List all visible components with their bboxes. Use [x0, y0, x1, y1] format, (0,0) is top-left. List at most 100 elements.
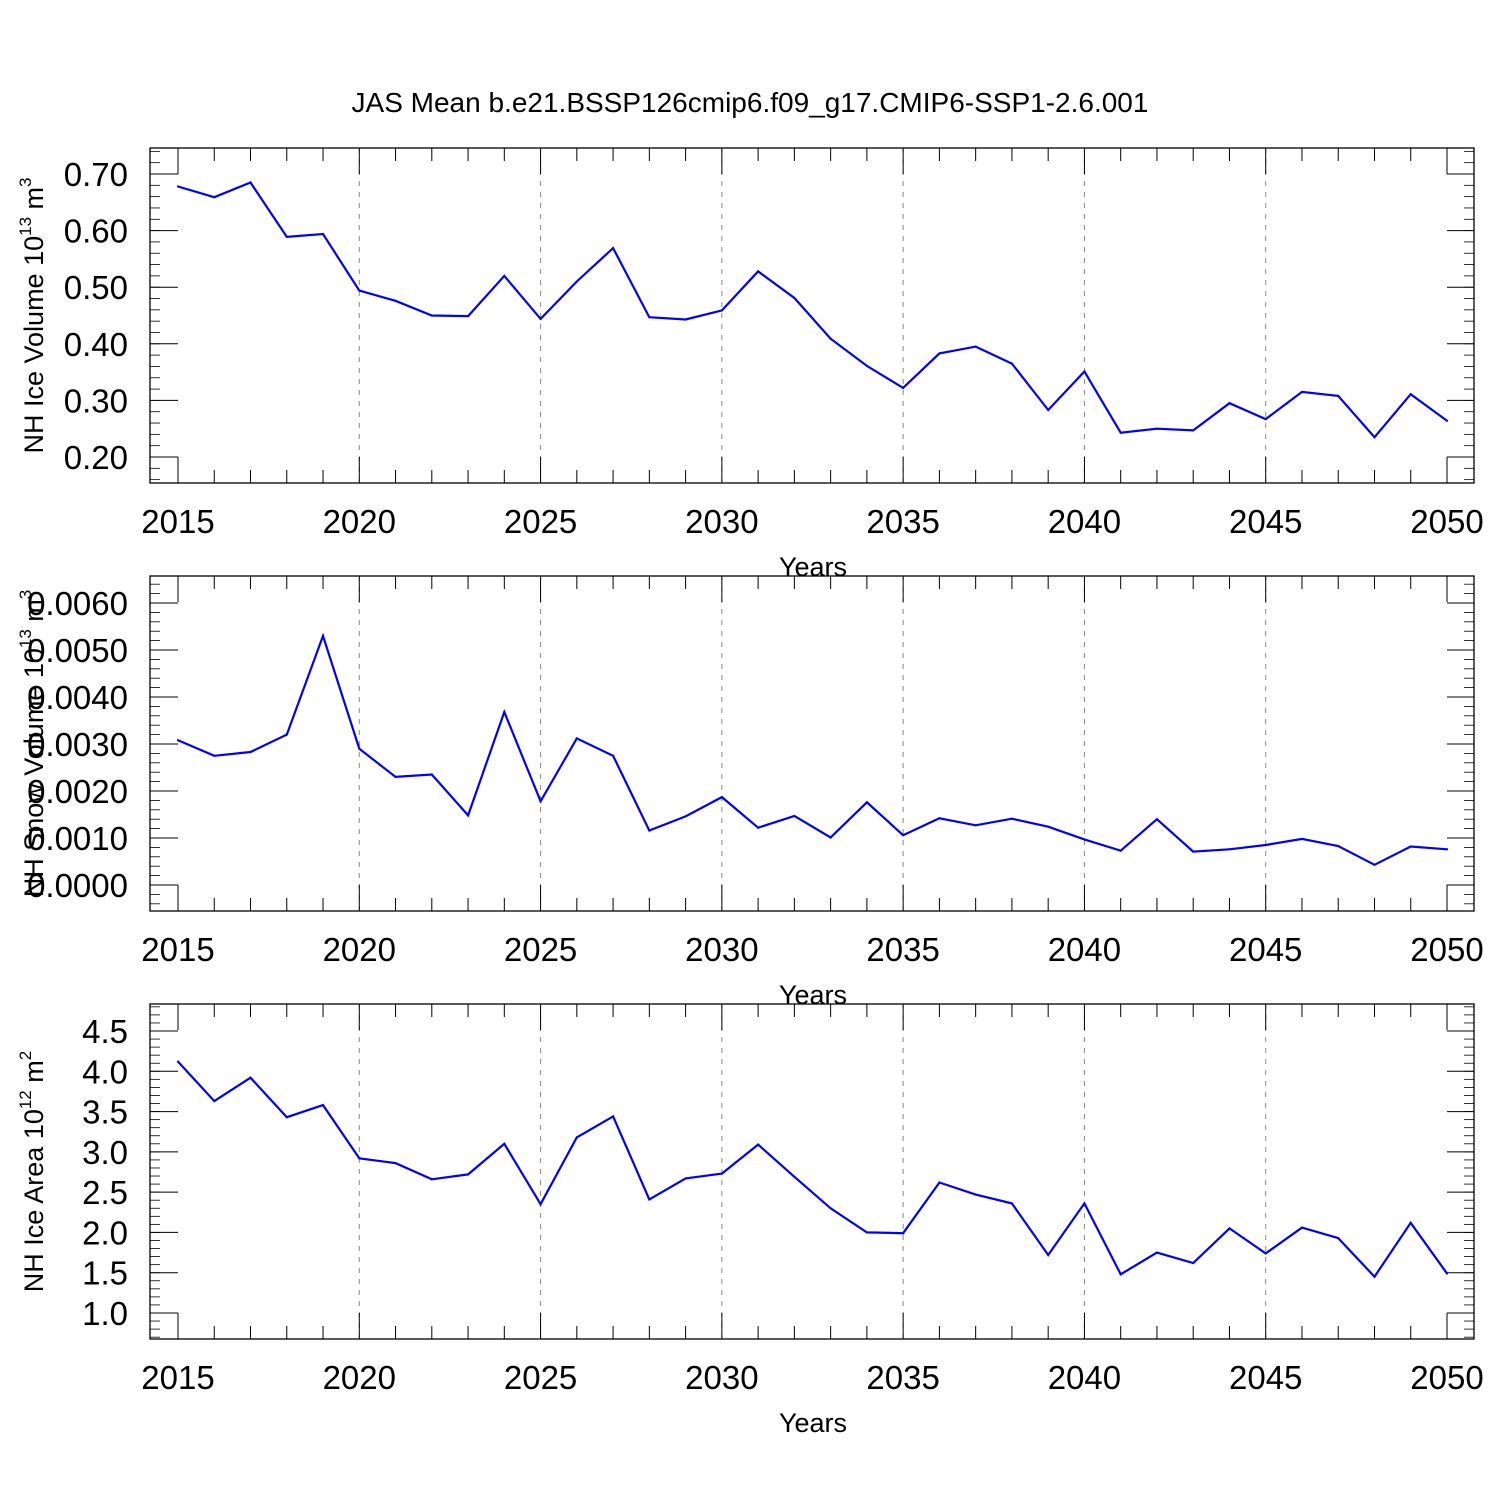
data-point: [1155, 427, 1159, 430]
panel-3: 1.01.5 2.02.53.03.5 4.04.5 2015 2020 2025 2030…: [16, 1003, 1484, 1438]
data-point: [720, 1172, 723, 1175]
data-point: [902, 1232, 905, 1235]
data-point: [974, 345, 977, 348]
series-line: [177, 1060, 1448, 1279]
data-point: [1373, 436, 1376, 439]
y-tick-label: 3.5: [82, 1094, 128, 1131]
x-tick-label: 2035: [866, 931, 939, 968]
data-point: [430, 314, 433, 317]
data-point: [1228, 1227, 1231, 1230]
plot-frame: [149, 575, 1475, 912]
data-point: [358, 1157, 361, 1160]
y-axis-label: NH Ice Area 1012 m2: [16, 1051, 49, 1292]
y-tick-label: 2.5: [82, 1174, 128, 1211]
y-tick-label: 1.5: [82, 1255, 128, 1292]
data-point: [1445, 1272, 1449, 1275]
x-tick-label: 2050: [1410, 931, 1483, 968]
y-tick-label: 4.5: [82, 1013, 128, 1050]
data-point: [938, 1181, 941, 1184]
x-tick-label: 2045: [1229, 1359, 1302, 1396]
data-point: [1119, 1273, 1122, 1276]
data-point: [1010, 1202, 1014, 1205]
y-tick-label: 0.0000: [27, 867, 128, 904]
data-point: [1119, 849, 1122, 852]
data-point: [249, 181, 252, 184]
data-point: [503, 274, 506, 277]
data-point: [720, 796, 723, 799]
data-point: [1010, 817, 1014, 820]
data-point: [720, 309, 723, 312]
data-point: [793, 814, 796, 818]
data-point: [938, 817, 941, 820]
data-point: [213, 754, 216, 757]
data-point: [1192, 1261, 1195, 1265]
x-tick-label: 2020: [323, 931, 396, 968]
data-point: [1047, 825, 1050, 828]
data-point: [1192, 850, 1195, 853]
x-tick-label: 2025: [504, 503, 577, 540]
y-tick-label: 0.0060: [27, 585, 128, 622]
data-point: [1083, 838, 1086, 841]
data-point: [539, 317, 542, 320]
data-point: [539, 1203, 542, 1206]
x-axis-label: Years: [779, 980, 847, 1010]
data-point: [285, 1116, 288, 1119]
data-point: [539, 800, 542, 803]
data-point: [1047, 1253, 1050, 1257]
data-point: [1228, 402, 1231, 405]
svg-text:NH Snow Volume 1013 m3: NH Snow Volume 1013 m3: [16, 590, 49, 898]
data-point: [285, 235, 288, 238]
x-tick-label: 2020: [323, 503, 396, 540]
data-point: [757, 270, 760, 273]
x-tick-label: 2020: [323, 1359, 396, 1396]
data-point: [466, 814, 470, 817]
data-point: [1300, 837, 1304, 841]
y-tick-label: 0.20: [64, 439, 128, 476]
data-point: [176, 185, 180, 188]
x-tick-label: 2015: [141, 503, 214, 540]
x-tick-label: 2030: [685, 1359, 758, 1396]
data-point: [503, 710, 506, 714]
data-point: [757, 1143, 760, 1146]
data-point: [1300, 1226, 1304, 1229]
x-tick-label: 2040: [1048, 1359, 1121, 1396]
data-point: [829, 836, 832, 839]
data-point: [865, 1231, 868, 1234]
series-line: [177, 632, 1448, 867]
y-tick-label: 0.0050: [27, 632, 128, 669]
data-point: [285, 733, 288, 736]
data-point: [1373, 1275, 1376, 1278]
data-point: [1337, 394, 1340, 397]
data-point: [829, 1207, 832, 1210]
data-point: [394, 1162, 397, 1165]
data-point: [321, 634, 325, 638]
y-tick-label: 3.0: [82, 1134, 128, 1171]
data-point: [1010, 362, 1014, 365]
series-line: [177, 181, 1448, 439]
data-point: [1409, 1221, 1412, 1224]
data-point: [1155, 818, 1159, 821]
x-tick-label: 2030: [685, 931, 758, 968]
x-tick-label: 2015: [141, 1359, 214, 1396]
y-tick-label: 0.70: [64, 156, 128, 193]
panel-1: 0.20 0.30 0.40 0.50 0.60 0.70 2015 2020 2025 2030…: [16, 147, 1484, 582]
data-point: [974, 824, 977, 827]
x-tick-label: 2025: [504, 931, 577, 968]
x-tick-label: 2015: [141, 931, 214, 968]
svg-text:NH Ice Area 1012 m2: NH Ice Area 1012 m2: [16, 1051, 49, 1292]
data-point: [829, 337, 832, 340]
data-point: [176, 739, 180, 742]
data-point: [1409, 845, 1412, 848]
data-point: [611, 1115, 615, 1118]
data-point: [575, 737, 578, 740]
y-tick-label: 2.0: [82, 1214, 128, 1251]
y-tick-label: 0.60: [64, 213, 128, 250]
x-tick-label: 2025: [504, 1359, 577, 1396]
data-point: [1445, 419, 1449, 422]
data-point: [1409, 393, 1412, 396]
data-point: [394, 299, 397, 302]
data-point: [394, 775, 397, 779]
data-point: [430, 773, 433, 776]
data-point: [648, 316, 651, 319]
